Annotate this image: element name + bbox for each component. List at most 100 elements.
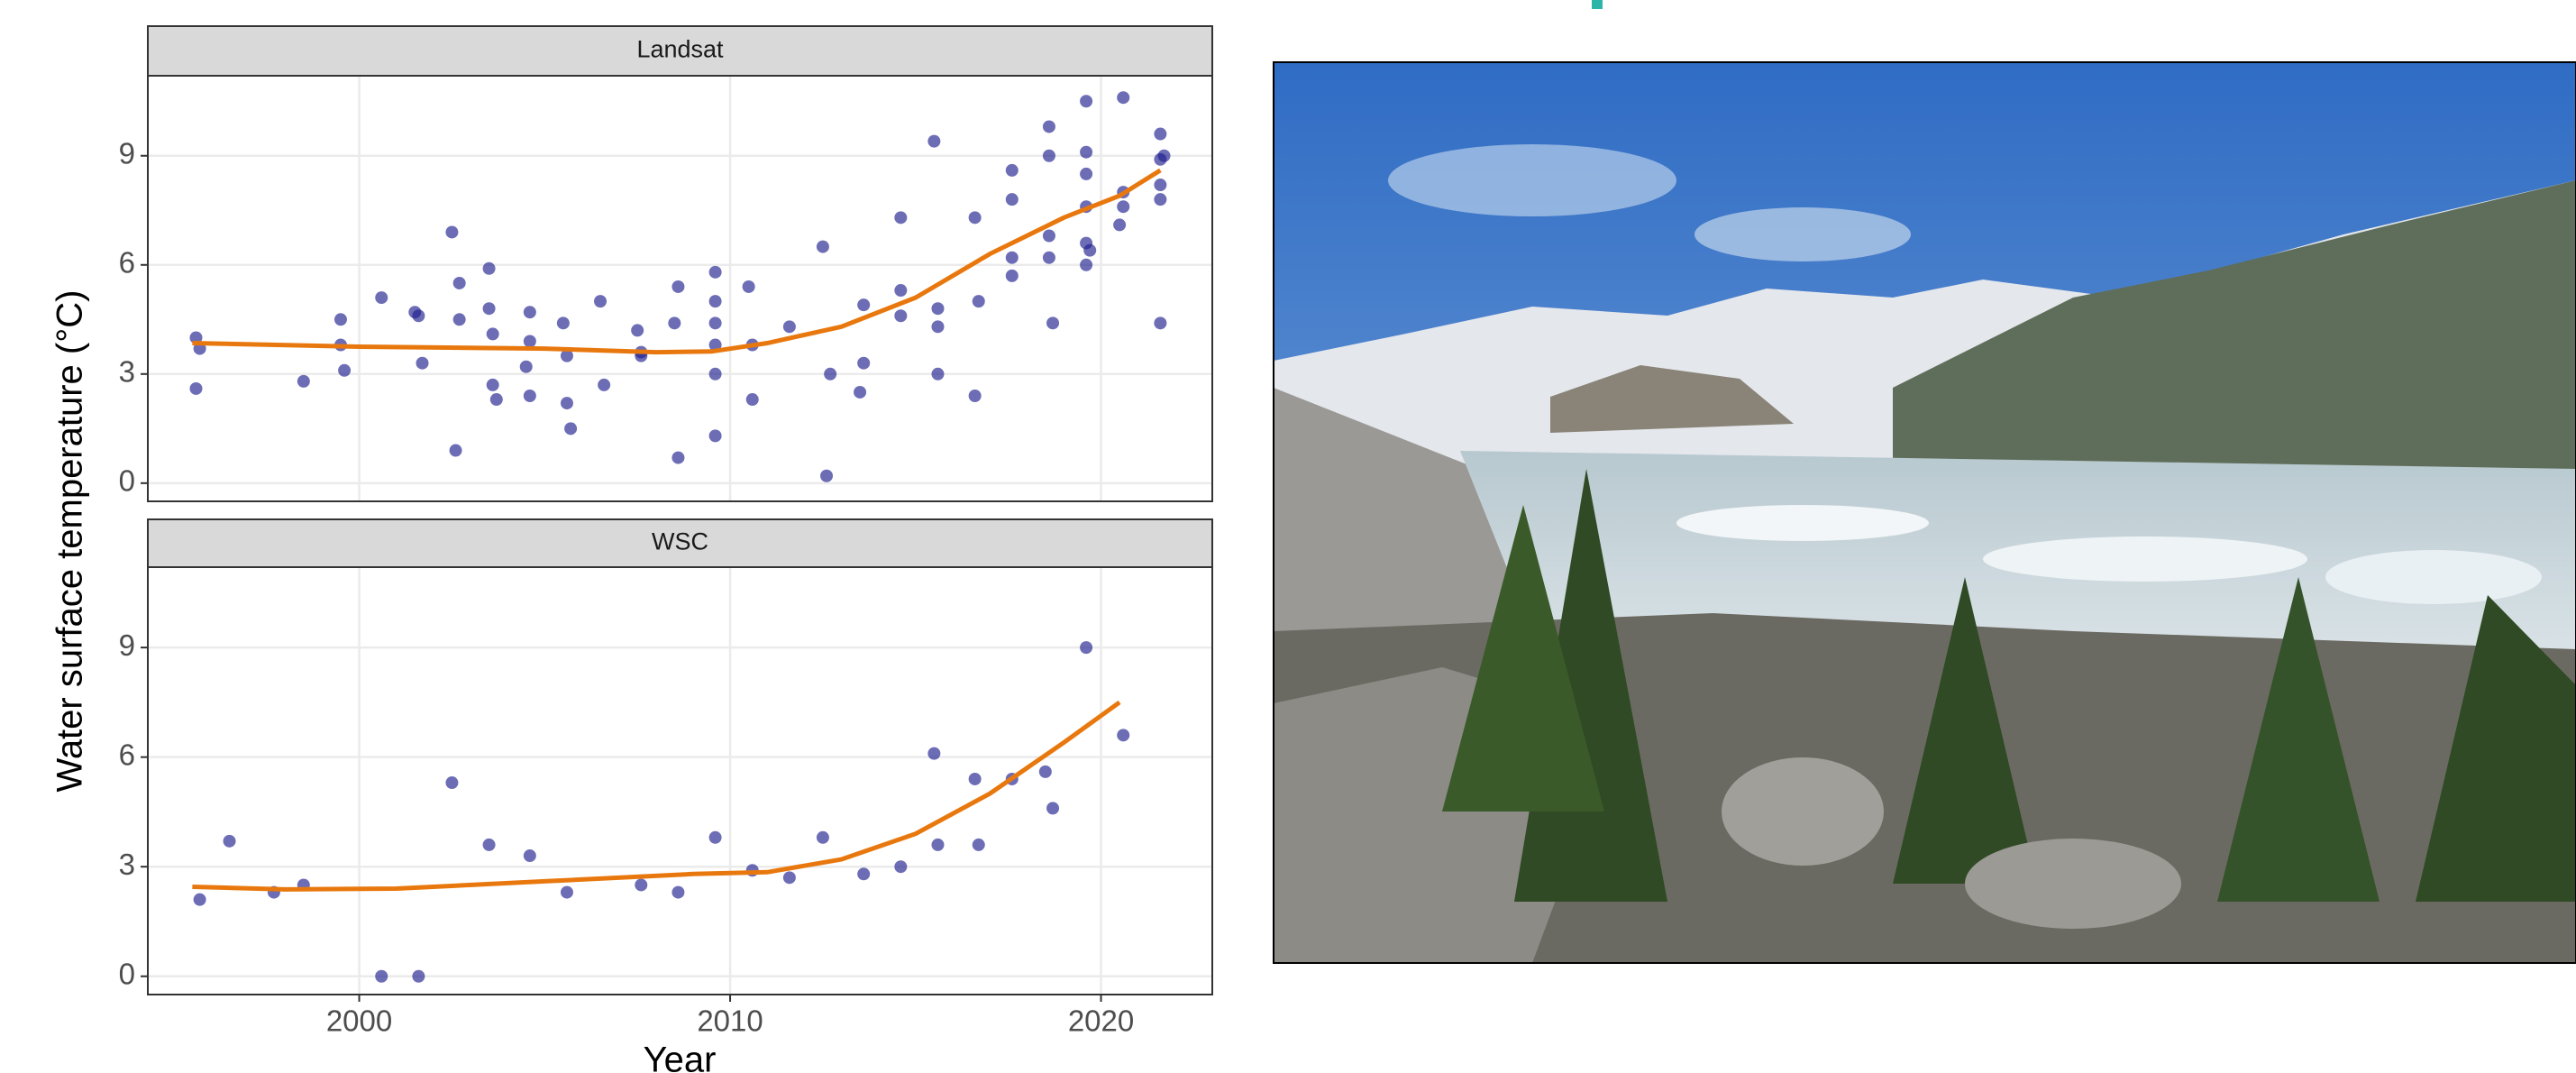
data-point: [189, 382, 202, 395]
y-tick-label: 6: [119, 245, 135, 279]
data-point: [524, 335, 536, 347]
data-point: [668, 316, 681, 329]
data-point: [857, 357, 870, 370]
y-tick-label: 0: [119, 464, 135, 498]
data-point: [927, 135, 940, 148]
data-point: [561, 886, 573, 899]
data-point: [450, 445, 462, 457]
data-point: [1158, 150, 1171, 162]
data-point: [524, 390, 536, 402]
data-point: [1006, 270, 1019, 282]
data-point: [820, 470, 833, 482]
data-point: [561, 397, 573, 409]
data-point: [375, 291, 388, 304]
cut-off-mark: [1592, 0, 1603, 9]
figure: Water surface temperature (°C) Year Land…: [0, 0, 2576, 1073]
data-point: [973, 295, 985, 307]
data-point: [1046, 802, 1059, 814]
data-point: [1113, 218, 1126, 231]
data-point: [969, 211, 982, 224]
data-point: [631, 324, 644, 336]
data-point: [1043, 120, 1055, 133]
data-point: [973, 839, 985, 851]
data-point: [1154, 193, 1166, 206]
data-point: [1080, 641, 1092, 654]
data-point: [1006, 193, 1019, 206]
smooth-line: [192, 702, 1119, 889]
data-point: [1080, 168, 1092, 180]
y-axis-title: Water surface temperature (°C): [50, 290, 90, 793]
data-point: [1117, 91, 1129, 104]
data-point: [931, 320, 944, 333]
facet-title: Landsat: [636, 36, 724, 63]
data-point: [931, 302, 944, 315]
data-point: [709, 429, 722, 442]
data-point: [445, 776, 458, 789]
data-point: [1006, 164, 1019, 177]
data-point: [857, 867, 870, 880]
data-point: [1083, 244, 1096, 257]
data-point: [783, 320, 796, 333]
y-tick-label: 6: [119, 738, 135, 771]
data-point: [709, 316, 722, 329]
data-point: [1117, 729, 1129, 741]
data-point: [490, 393, 503, 406]
data-point: [412, 309, 425, 322]
data-point: [1154, 128, 1166, 141]
data-point: [854, 386, 866, 399]
x-tick-label: 2000: [326, 1004, 392, 1038]
data-point: [931, 839, 944, 851]
data-point: [746, 393, 759, 406]
data-point: [483, 302, 496, 315]
data-point: [598, 379, 610, 391]
data-point: [416, 357, 429, 370]
data-point: [671, 452, 684, 464]
data-point: [487, 327, 499, 340]
data-point: [524, 849, 536, 862]
data-point: [297, 375, 310, 388]
data-point: [894, 860, 907, 873]
x-tick-label: 2010: [697, 1004, 763, 1038]
data-point: [1117, 200, 1129, 213]
data-point: [483, 262, 496, 275]
data-point: [1080, 146, 1092, 159]
data-point: [931, 368, 944, 381]
data-point: [564, 422, 577, 435]
data-point: [709, 831, 722, 844]
data-point: [453, 313, 466, 326]
data-point: [824, 368, 836, 381]
data-point: [1080, 95, 1092, 107]
data-point: [671, 886, 684, 899]
data-point: [969, 773, 982, 785]
data-point: [1154, 316, 1166, 329]
data-point: [1043, 150, 1055, 162]
data-point: [783, 871, 796, 884]
data-point: [709, 368, 722, 381]
data-point: [412, 970, 425, 983]
data-point: [709, 266, 722, 279]
data-point: [894, 211, 907, 224]
data-point: [709, 295, 722, 307]
data-point: [453, 277, 466, 289]
data-point: [857, 298, 870, 311]
data-point: [635, 878, 647, 891]
data-point: [594, 295, 607, 307]
data-point: [1043, 252, 1055, 264]
data-point: [224, 835, 236, 848]
data-point: [1080, 259, 1092, 271]
panel-border: [148, 567, 1212, 995]
data-point: [375, 970, 388, 983]
data-point: [1006, 252, 1019, 264]
data-point: [487, 379, 499, 391]
y-tick-label: 3: [119, 848, 135, 881]
data-point: [969, 390, 982, 402]
data-point: [927, 747, 940, 760]
data-point: [894, 284, 907, 297]
data-point: [1039, 766, 1052, 778]
data-point: [817, 831, 829, 844]
data-point: [894, 309, 907, 322]
data-point: [334, 313, 347, 326]
y-tick-label: 0: [119, 957, 135, 990]
data-point: [1046, 316, 1059, 329]
data-point: [520, 361, 533, 373]
